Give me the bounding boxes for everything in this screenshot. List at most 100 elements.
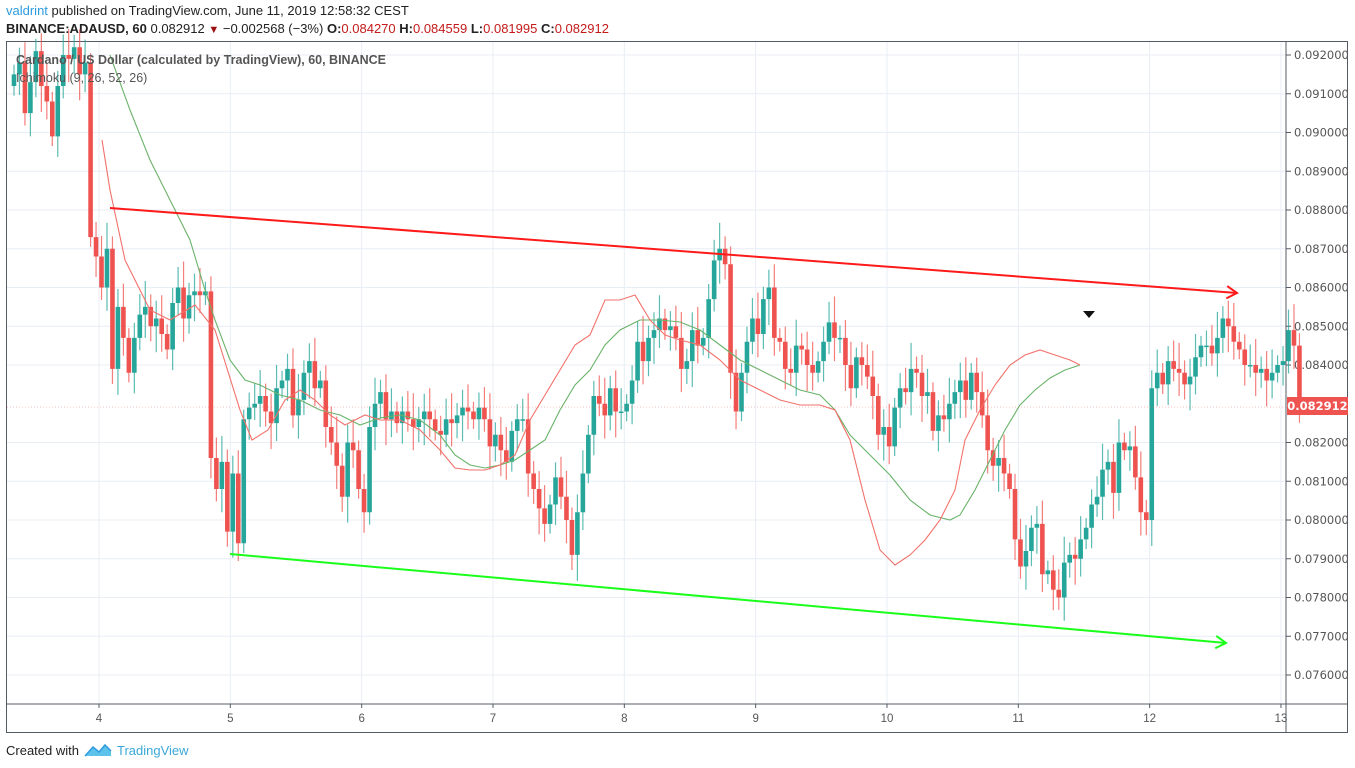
candle-down xyxy=(1264,368,1269,381)
candle-up xyxy=(1100,469,1105,497)
candle-down xyxy=(22,62,28,114)
symbol-label: BINANCE:ADAUSD, 60 xyxy=(6,21,147,36)
candle-up xyxy=(1029,527,1034,551)
candle-up xyxy=(750,318,755,342)
candle-up xyxy=(345,442,350,497)
candle-up xyxy=(137,314,143,338)
candle-down xyxy=(268,411,274,424)
candle-up xyxy=(1215,337,1220,354)
candle-up xyxy=(252,403,257,408)
ohlc-header: BINANCE:ADAUSD, 60 0.082912 ▼ −0.002568 … xyxy=(6,21,609,36)
candle-down xyxy=(1012,489,1018,540)
candle-down xyxy=(334,442,340,466)
candle-up xyxy=(689,330,695,362)
candle-down xyxy=(383,392,389,420)
candle-down xyxy=(1160,372,1165,385)
candle-up xyxy=(230,473,236,532)
y-tick-label: 0.079000 xyxy=(1294,552,1349,566)
candle-down xyxy=(613,388,618,412)
candle-up xyxy=(635,341,640,381)
candle-up xyxy=(1193,357,1198,377)
candle-down xyxy=(471,411,476,420)
candle-down xyxy=(859,357,865,365)
candle-up xyxy=(378,392,383,404)
candle-down xyxy=(208,291,214,458)
candle-up xyxy=(1204,345,1209,348)
candle-up xyxy=(952,392,958,404)
candle-down xyxy=(1051,570,1056,590)
candle-down xyxy=(640,341,646,362)
candle-up xyxy=(460,407,465,416)
candle-down xyxy=(569,520,575,555)
candle-up xyxy=(285,368,290,381)
candle-down xyxy=(875,396,881,435)
indicator-legend[interactable]: Ichimoku (9, 26, 52, 26) xyxy=(16,71,148,85)
candle-up xyxy=(11,74,17,86)
candle-down xyxy=(1056,589,1062,598)
candle-up xyxy=(1220,318,1226,338)
chart-frame[interactable] xyxy=(6,41,1348,733)
author-link[interactable]: valdrint xyxy=(6,3,48,18)
candle-down xyxy=(525,419,531,474)
candle-up xyxy=(761,299,766,334)
candle-down xyxy=(449,419,454,424)
candle-down xyxy=(755,318,761,334)
candle-down xyxy=(1007,473,1012,489)
created-with-text: Created with xyxy=(6,742,79,758)
candle-down xyxy=(788,368,794,373)
candle-up xyxy=(33,51,39,83)
candle-up xyxy=(132,337,137,373)
candle-up xyxy=(186,295,192,319)
candle-down xyxy=(427,411,433,420)
down-arrow-icon: ▼ xyxy=(208,24,220,36)
candle-up xyxy=(318,380,323,389)
candle-up xyxy=(547,504,553,524)
x-tick-label: 6 xyxy=(358,713,364,725)
candle-down xyxy=(695,330,701,346)
candle-down xyxy=(482,407,487,420)
candle-up xyxy=(646,337,651,362)
resistance-trendline xyxy=(109,207,1238,294)
candle-up xyxy=(28,82,33,114)
candle-down xyxy=(39,51,44,86)
candle-up xyxy=(684,361,690,369)
y-tick-label: 0.078000 xyxy=(1294,591,1349,605)
candle-down xyxy=(1133,446,1138,478)
candle-up xyxy=(892,407,897,447)
candle-up xyxy=(520,419,526,421)
candle-up xyxy=(700,337,706,346)
candle-up xyxy=(580,473,586,513)
candle-up xyxy=(82,62,88,75)
last-price-tag: 0.082912 xyxy=(1287,397,1348,415)
x-tick-label: 11 xyxy=(1012,713,1024,725)
candle-up xyxy=(591,396,597,435)
candle-down xyxy=(148,306,154,327)
candle-down xyxy=(99,256,104,288)
candle-down xyxy=(602,403,608,416)
candle-up xyxy=(115,306,121,369)
candle-up xyxy=(274,388,279,424)
candle-up xyxy=(301,372,307,400)
candle-down xyxy=(832,322,837,338)
candle-down xyxy=(930,392,936,431)
candle-down xyxy=(438,430,443,435)
high-value: 0.084559 xyxy=(412,21,468,36)
candle-up xyxy=(744,341,750,373)
y-tick-label: 0.082000 xyxy=(1294,436,1349,450)
last-price: 0.082912 xyxy=(150,21,205,36)
publish-text: published on TradingView.com, June 11, 2… xyxy=(47,3,409,18)
candle-down xyxy=(1226,318,1231,327)
candle-up xyxy=(192,291,197,296)
candle-up xyxy=(1105,461,1111,470)
candle-down xyxy=(1040,523,1045,575)
y-tick-label: 0.080000 xyxy=(1294,513,1349,527)
candle-down xyxy=(235,473,241,544)
candle-down xyxy=(1171,361,1176,369)
candle-down xyxy=(990,450,996,466)
tradingview-link[interactable]: TradingView xyxy=(116,742,189,758)
candle-down xyxy=(903,388,908,393)
series-legend[interactable]: Cardano / US Dollar (calculated by Tradi… xyxy=(16,53,386,67)
candle-up xyxy=(443,419,449,435)
candle-down xyxy=(159,318,164,334)
